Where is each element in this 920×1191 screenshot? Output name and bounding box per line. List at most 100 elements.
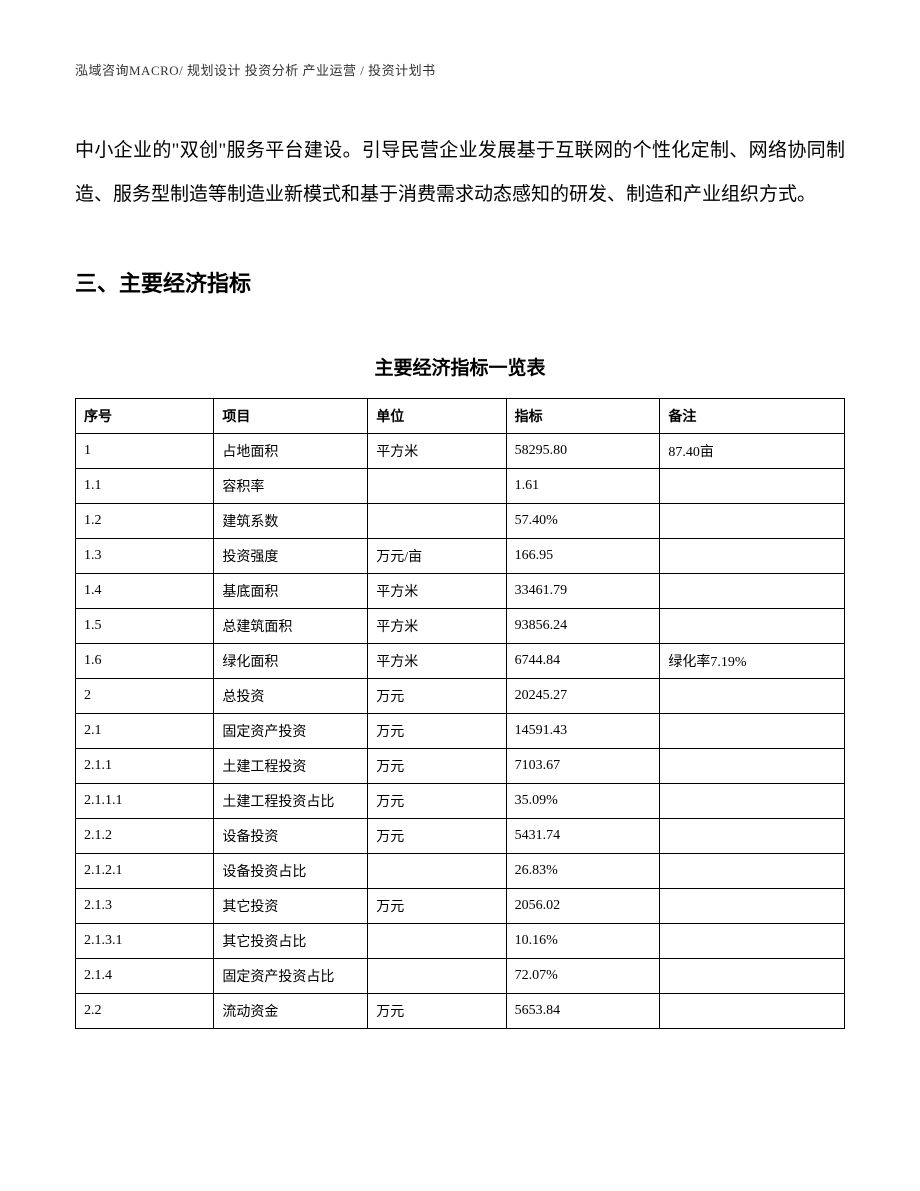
table-cell: 土建工程投资 [214, 749, 368, 784]
table-cell: 1.6 [76, 644, 214, 679]
table-cell: 绿化率7.19% [660, 644, 845, 679]
table-title: 主要经济指标一览表 [75, 353, 845, 380]
table-cell: 5431.74 [506, 819, 660, 854]
table-cell: 平方米 [368, 609, 506, 644]
table-cell [660, 504, 845, 539]
table-cell: 其它投资占比 [214, 924, 368, 959]
table-cell: 其它投资 [214, 889, 368, 924]
table-cell [660, 994, 845, 1029]
table-cell: 投资强度 [214, 539, 368, 574]
table-cell [660, 749, 845, 784]
table-cell: 1.5 [76, 609, 214, 644]
table-cell [660, 469, 845, 504]
table-cell: 固定资产投资 [214, 714, 368, 749]
table-row: 1占地面积平方米58295.8087.40亩 [76, 434, 845, 469]
table-header-cell: 指标 [506, 399, 660, 434]
table-cell: 总建筑面积 [214, 609, 368, 644]
table-cell: 93856.24 [506, 609, 660, 644]
table-cell: 设备投资 [214, 819, 368, 854]
table-cell: 87.40亩 [660, 434, 845, 469]
table-cell: 万元/亩 [368, 539, 506, 574]
table-cell: 2.1.3 [76, 889, 214, 924]
table-cell: 2.1 [76, 714, 214, 749]
table-cell: 平方米 [368, 574, 506, 609]
table-header-cell: 项目 [214, 399, 368, 434]
table-cell: 平方米 [368, 434, 506, 469]
table-cell: 2.1.1.1 [76, 784, 214, 819]
table-cell: 平方米 [368, 644, 506, 679]
table-body: 1占地面积平方米58295.8087.40亩1.1容积率1.611.2建筑系数5… [76, 434, 845, 1029]
table-cell [660, 609, 845, 644]
table-row: 1.5总建筑面积平方米93856.24 [76, 609, 845, 644]
table-cell [368, 469, 506, 504]
table-cell: 7103.67 [506, 749, 660, 784]
table-cell [660, 784, 845, 819]
table-row: 1.2建筑系数57.40% [76, 504, 845, 539]
table-row: 1.3投资强度万元/亩166.95 [76, 539, 845, 574]
table-cell: 1.4 [76, 574, 214, 609]
table-cell: 72.07% [506, 959, 660, 994]
table-cell [368, 924, 506, 959]
table-row: 2.1.1.1土建工程投资占比万元35.09% [76, 784, 845, 819]
table-cell: 万元 [368, 679, 506, 714]
table-cell [660, 889, 845, 924]
table-cell [368, 959, 506, 994]
table-cell: 2056.02 [506, 889, 660, 924]
table-cell [660, 539, 845, 574]
table-row: 2.1.3.1其它投资占比10.16% [76, 924, 845, 959]
table-cell: 58295.80 [506, 434, 660, 469]
table-cell: 设备投资占比 [214, 854, 368, 889]
table-cell: 固定资产投资占比 [214, 959, 368, 994]
table-cell: 1.1 [76, 469, 214, 504]
table-cell [660, 714, 845, 749]
table-cell: 1.61 [506, 469, 660, 504]
table-cell: 14591.43 [506, 714, 660, 749]
table-cell: 万元 [368, 889, 506, 924]
table-cell [660, 924, 845, 959]
table-cell: 万元 [368, 994, 506, 1029]
table-cell: 万元 [368, 749, 506, 784]
table-cell [660, 959, 845, 994]
table-cell [660, 854, 845, 889]
table-cell [660, 679, 845, 714]
table-cell: 35.09% [506, 784, 660, 819]
page-header: 泓域咨询MACRO/ 规划设计 投资分析 产业运营 / 投资计划书 [75, 60, 845, 79]
table-cell: 总投资 [214, 679, 368, 714]
economic-indicators-table: 序号 项目 单位 指标 备注 1占地面积平方米58295.8087.40亩1.1… [75, 398, 845, 1029]
table-cell: 2.1.2 [76, 819, 214, 854]
table-cell: 土建工程投资占比 [214, 784, 368, 819]
table-header-cell: 单位 [368, 399, 506, 434]
table-row: 2.1.4固定资产投资占比 72.07% [76, 959, 845, 994]
table-cell: 2.1.4 [76, 959, 214, 994]
table-cell: 建筑系数 [214, 504, 368, 539]
table-cell: 10.16% [506, 924, 660, 959]
table-cell: 2.1.2.1 [76, 854, 214, 889]
table-header-cell: 备注 [660, 399, 845, 434]
table-cell: 万元 [368, 784, 506, 819]
table-row: 2总投资万元20245.27 [76, 679, 845, 714]
table-row: 2.2流动资金万元5653.84 [76, 994, 845, 1029]
table-cell: 万元 [368, 714, 506, 749]
table-row: 1.4基底面积平方米33461.79 [76, 574, 845, 609]
body-paragraph: 中小企业的"双创"服务平台建设。引导民营企业发展基于互联网的个性化定制、网络协同… [75, 129, 845, 216]
table-cell: 万元 [368, 819, 506, 854]
table-cell: 5653.84 [506, 994, 660, 1029]
table-cell: 基底面积 [214, 574, 368, 609]
table-cell: 占地面积 [214, 434, 368, 469]
table-cell: 绿化面积 [214, 644, 368, 679]
table-row: 2.1.1土建工程投资万元7103.67 [76, 749, 845, 784]
table-cell: 33461.79 [506, 574, 660, 609]
table-cell: 166.95 [506, 539, 660, 574]
table-row: 1.1容积率1.61 [76, 469, 845, 504]
table-row: 2.1.3其它投资万元2056.02 [76, 889, 845, 924]
section-heading: 三、主要经济指标 [75, 266, 845, 298]
table-cell [368, 854, 506, 889]
table-cell [660, 819, 845, 854]
table-row: 1.6绿化面积平方米6744.84绿化率7.19% [76, 644, 845, 679]
table-row: 2.1.2.1设备投资占比 26.83% [76, 854, 845, 889]
table-cell: 1.3 [76, 539, 214, 574]
table-cell: 流动资金 [214, 994, 368, 1029]
table-cell: 26.83% [506, 854, 660, 889]
page-container: 泓域咨询MACRO/ 规划设计 投资分析 产业运营 / 投资计划书 中小企业的"… [0, 0, 920, 1079]
table-cell: 57.40% [506, 504, 660, 539]
